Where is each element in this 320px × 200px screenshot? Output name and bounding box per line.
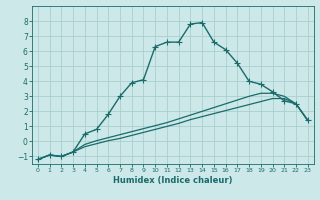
X-axis label: Humidex (Indice chaleur): Humidex (Indice chaleur) <box>113 176 233 185</box>
